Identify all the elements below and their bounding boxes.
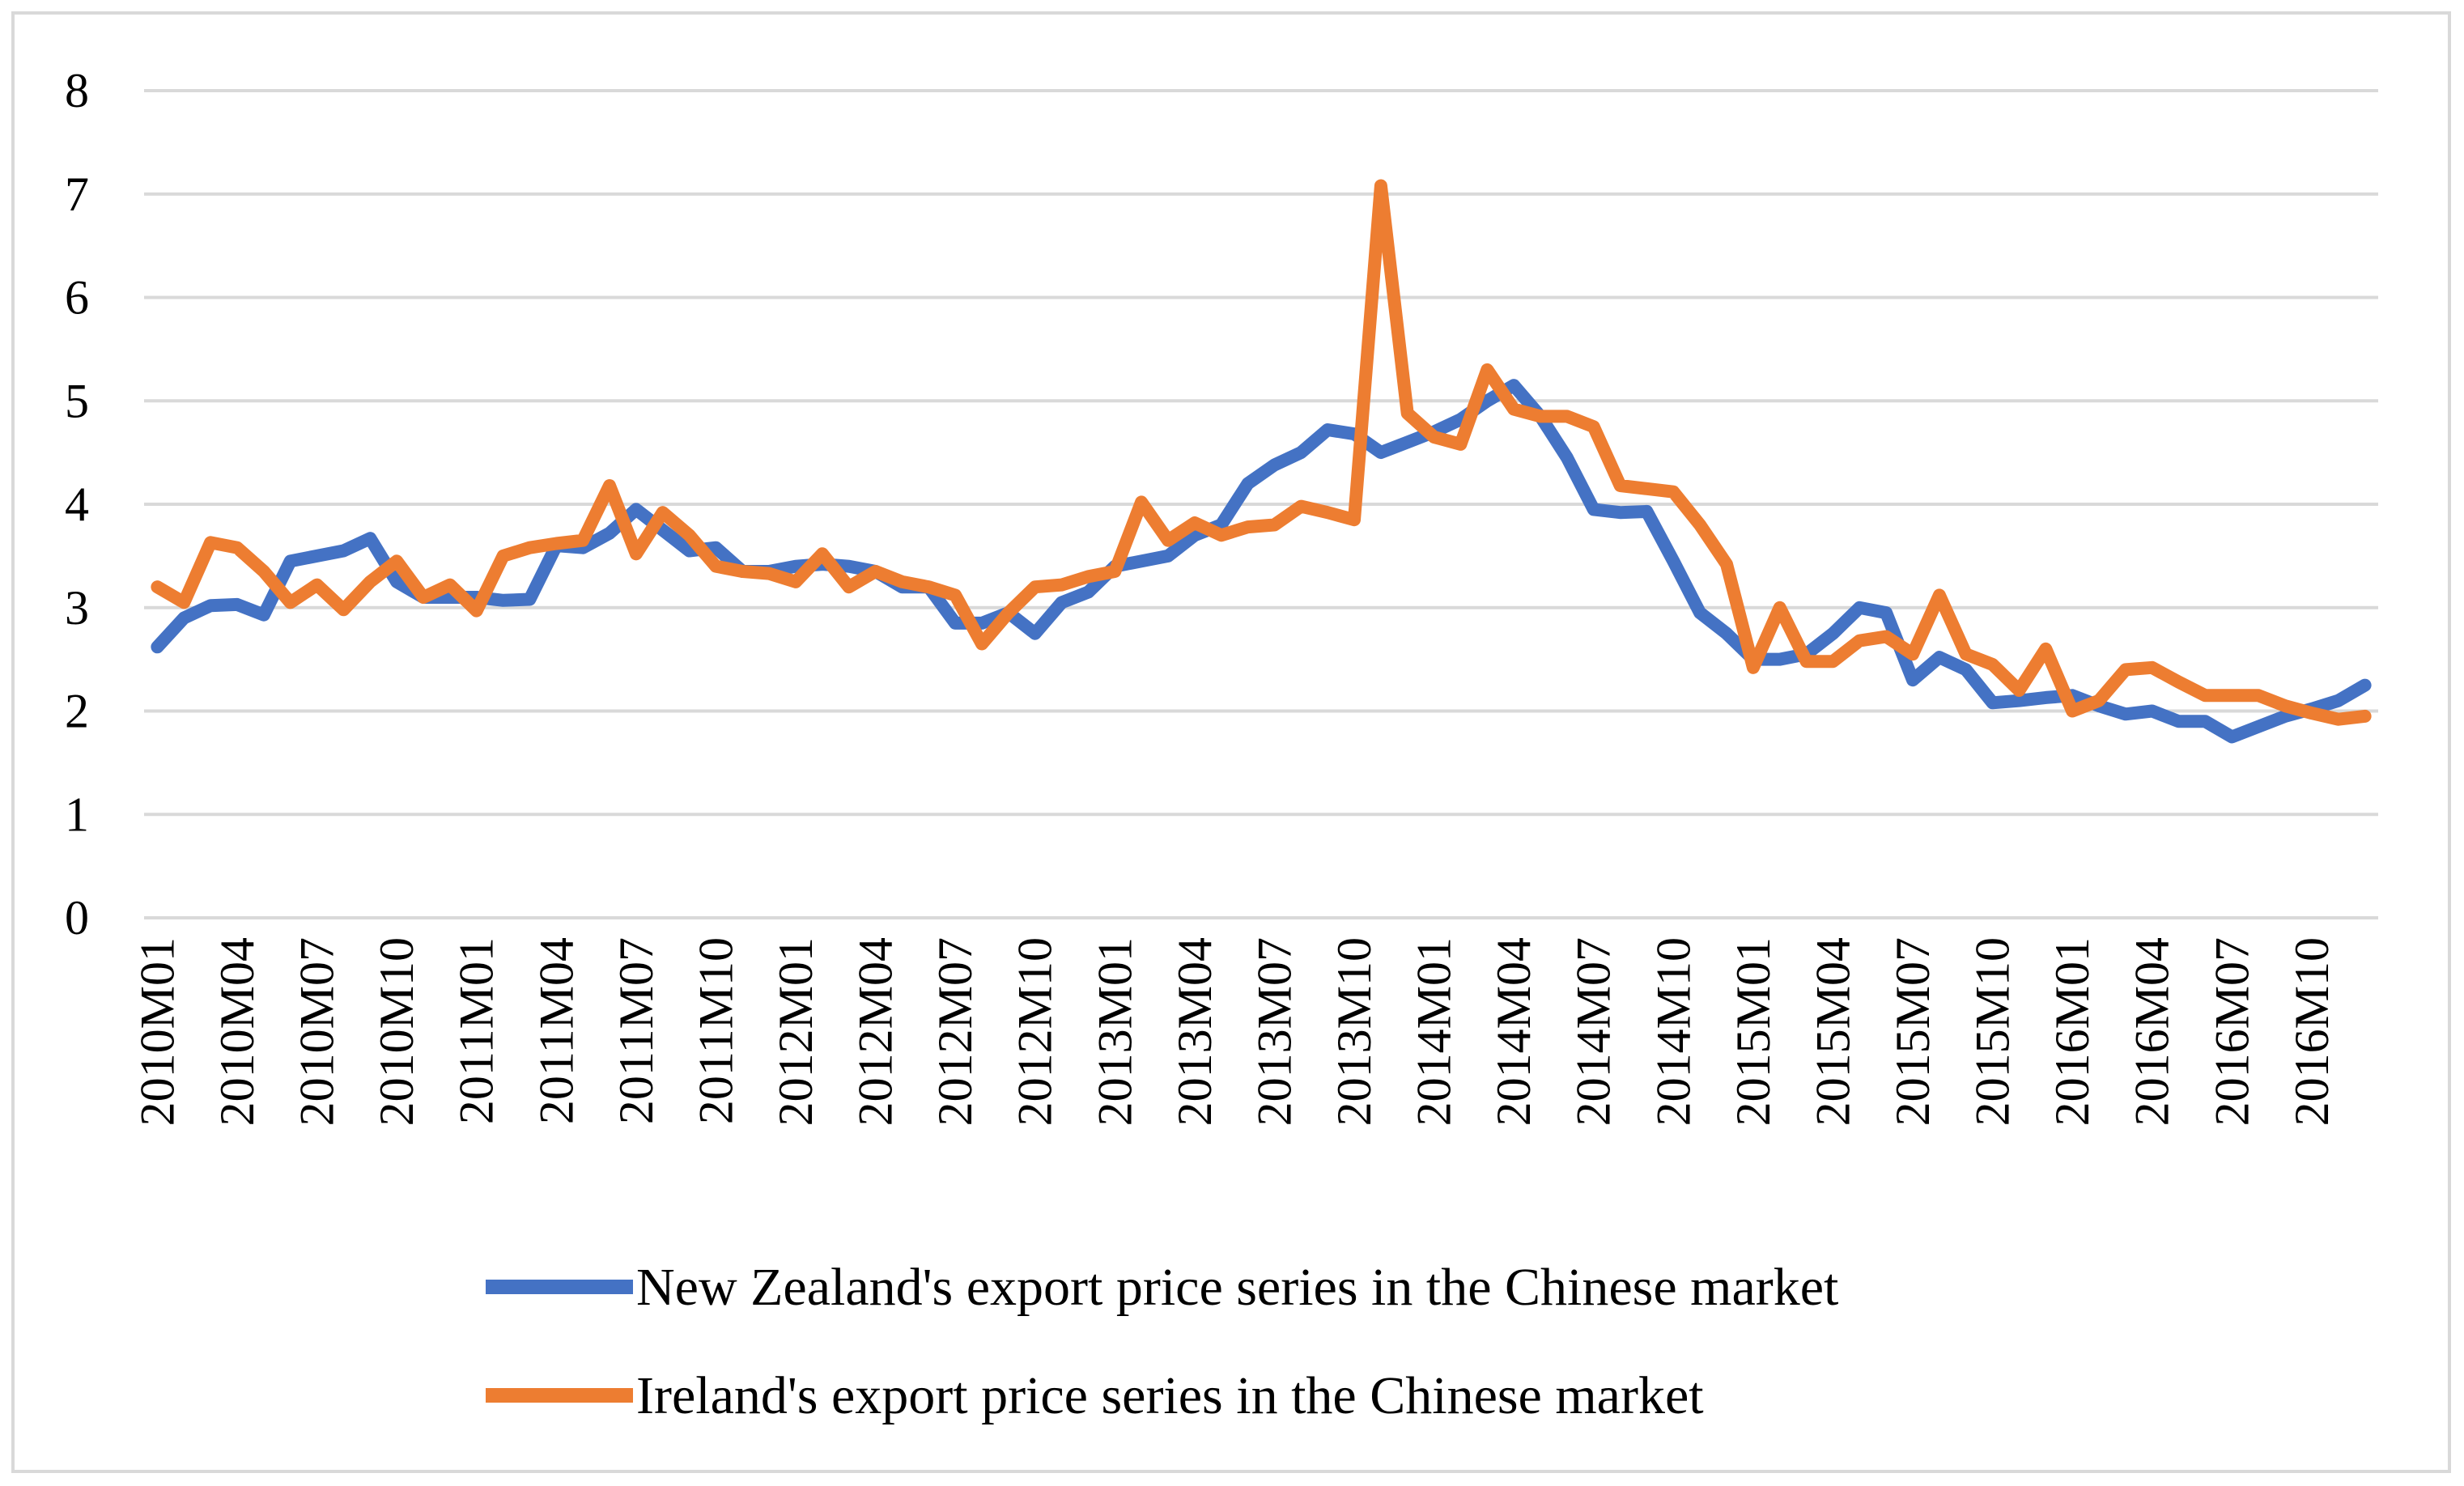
x-tick-label: 2013M10 — [1328, 937, 1381, 1126]
x-tick-label: 2016M07 — [2205, 937, 2258, 1126]
y-tick-label: 0 — [65, 891, 89, 945]
gridlines — [144, 89, 2378, 919]
y-tick-label: 8 — [65, 64, 89, 117]
x-tick-label: 2015M01 — [1727, 937, 1780, 1126]
x-tick-label: 2010M10 — [370, 937, 423, 1126]
series-line-new-zealand — [151, 379, 2372, 744]
x-tick-label: 2014M04 — [1487, 937, 1540, 1126]
y-tick-label: 7 — [65, 168, 89, 221]
x-tick-label: 2014M10 — [1646, 937, 1700, 1126]
x-tick-label: 2013M01 — [1088, 937, 1141, 1126]
x-tick-label: 2011M04 — [529, 937, 583, 1124]
legend-label: Ireland's export price series in the Chi… — [636, 1366, 1704, 1425]
x-tick-label: 2010M01 — [130, 937, 184, 1126]
legend: New Zealand's export price series in the… — [486, 1258, 1838, 1425]
x-tick-label: 2010M07 — [291, 937, 344, 1126]
y-tick-label: 4 — [65, 478, 89, 531]
chart-frame — [11, 11, 2451, 1473]
x-tick-label: 2013M04 — [1168, 937, 1221, 1126]
x-tick-label: 2015M04 — [1806, 937, 1859, 1126]
series-lines — [151, 179, 2372, 744]
x-tick-label: 2016M01 — [2046, 937, 2099, 1126]
x-tick-label: 2016M04 — [2126, 937, 2179, 1126]
x-tick-label: 2011M10 — [689, 937, 742, 1124]
x-tick-label: 2010M04 — [210, 937, 264, 1126]
x-tick-label: 2013M07 — [1247, 937, 1301, 1126]
x-tick-label: 2012M07 — [928, 937, 982, 1126]
x-tick-label: 2012M04 — [849, 937, 903, 1126]
y-tick-label: 1 — [65, 788, 89, 841]
y-tick-label: 3 — [65, 581, 89, 635]
x-tick-label: 2011M01 — [450, 937, 503, 1124]
x-tick-label: 2014M07 — [1567, 937, 1621, 1126]
x-tick-label: 2015M10 — [1966, 937, 2020, 1126]
x-tick-label: 2012M10 — [1009, 937, 1062, 1126]
series-line-ireland — [151, 179, 2372, 726]
x-tick-label: 2012M01 — [769, 937, 822, 1126]
legend-label: New Zealand's export price series in the… — [636, 1258, 1838, 1317]
x-tick-label: 2011M07 — [610, 937, 663, 1124]
y-tick-label: 2 — [65, 685, 89, 738]
x-tick-label: 2014M01 — [1408, 937, 1461, 1126]
y-axis-tick-labels: 0 1 2 3 4 5 6 7 8 — [65, 64, 89, 945]
x-axis-tick-labels: 2010M01 2010M04 2010M07 2010M10 2011M01 2011M… — [130, 937, 2338, 1126]
x-tick-label: 2016M10 — [2285, 937, 2339, 1126]
y-tick-label: 6 — [65, 271, 89, 325]
x-tick-label: 2015M07 — [1886, 937, 1939, 1126]
y-tick-label: 5 — [65, 374, 89, 427]
